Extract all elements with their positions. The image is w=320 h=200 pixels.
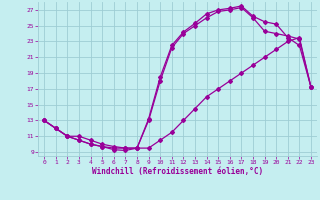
X-axis label: Windchill (Refroidissement éolien,°C): Windchill (Refroidissement éolien,°C): [92, 167, 263, 176]
